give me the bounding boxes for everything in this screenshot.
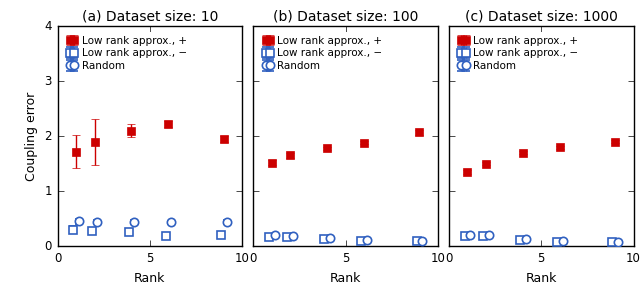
Legend: Low rank approx., +, Low rank approx., −, Random: Low rank approx., +, Low rank approx., −…	[259, 32, 387, 75]
Y-axis label: Coupling error: Coupling error	[24, 92, 38, 181]
Legend: Low rank approx., +, Low rank approx., −, Random: Low rank approx., +, Low rank approx., −…	[454, 32, 582, 75]
X-axis label: Rank: Rank	[330, 272, 362, 285]
Title: (c) Dataset size: 1000: (c) Dataset size: 1000	[465, 10, 618, 24]
X-axis label: Rank: Rank	[525, 272, 557, 285]
X-axis label: Rank: Rank	[134, 272, 166, 285]
Title: (a) Dataset size: 10: (a) Dataset size: 10	[82, 10, 218, 24]
Legend: Low rank approx., +, Low rank approx., −, Random: Low rank approx., +, Low rank approx., −…	[63, 32, 191, 75]
Title: (b) Dataset size: 100: (b) Dataset size: 100	[273, 10, 419, 24]
